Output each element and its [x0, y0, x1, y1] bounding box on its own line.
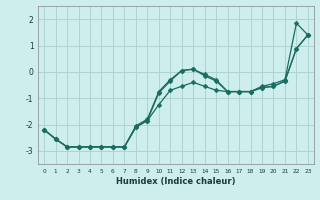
X-axis label: Humidex (Indice chaleur): Humidex (Indice chaleur) — [116, 177, 236, 186]
